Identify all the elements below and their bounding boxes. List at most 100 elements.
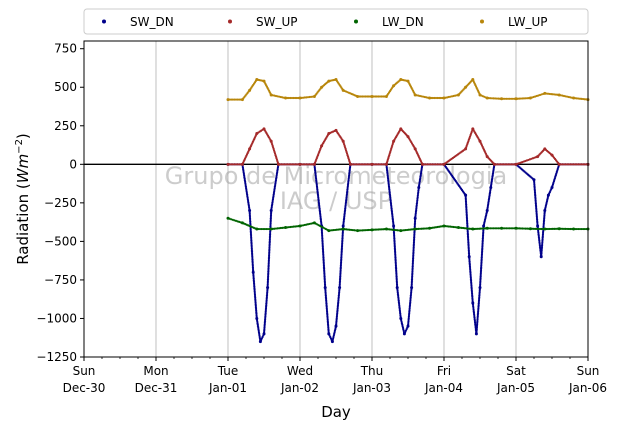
series-trail-dot	[290, 96, 294, 100]
series-trail-dot	[578, 163, 582, 166]
x-tick-label-day: Sat	[506, 364, 526, 378]
series-trail-dot	[497, 97, 500, 100]
series-trail-dot	[575, 227, 578, 231]
series-trail-dot	[238, 163, 241, 166]
x-tick-label-day: Wed	[287, 364, 313, 378]
series-trail-dot	[409, 302, 412, 305]
series-trail-dot	[324, 292, 327, 296]
data-point	[557, 227, 561, 231]
series-trail-dot	[322, 258, 325, 261]
series-trail-dot	[268, 239, 271, 243]
series-trail-dot	[508, 97, 511, 100]
series-trail-dot	[266, 280, 269, 283]
series-trail-dot	[395, 277, 398, 280]
series-trail-dot	[323, 277, 326, 280]
series-trail-dot	[254, 306, 258, 309]
series-trail-dot	[372, 228, 375, 231]
series-trail-dot	[358, 229, 361, 232]
legend-label: SW_DN	[130, 15, 174, 29]
series-trail-dot	[470, 287, 473, 290]
series-trail-dot	[393, 240, 396, 243]
series-trail-dot	[407, 228, 410, 231]
data-point	[500, 97, 504, 101]
series-trail-dot	[352, 163, 355, 166]
legend-marker	[354, 19, 358, 24]
series-trail-dot	[335, 323, 338, 326]
series-trail-dot	[339, 262, 343, 266]
series-trail-dot	[534, 199, 537, 202]
series-trail-dot	[374, 228, 377, 231]
legend-marker	[480, 19, 484, 24]
data-point	[500, 226, 504, 230]
series-lw-dn	[226, 216, 590, 233]
data-point	[370, 162, 374, 166]
series-trail-dot	[466, 222, 469, 225]
series-trail-dot	[341, 242, 344, 245]
series-trail-dot	[410, 283, 413, 286]
y-tick-label: −1250	[36, 350, 77, 364]
series-trail-dot	[254, 299, 257, 303]
y-axis-title-main: Radiation (	[14, 183, 32, 265]
series-trail-dot	[481, 240, 484, 243]
series-trail-dot	[401, 229, 404, 232]
series-trail-dot	[502, 227, 505, 230]
series-trail-dot	[415, 207, 418, 210]
series-trail-dot	[357, 163, 360, 166]
series-trail-dot	[472, 308, 475, 311]
series-trail-dot	[294, 96, 297, 100]
series-trail-dot	[564, 227, 567, 230]
series-trail-dot	[324, 294, 327, 297]
series-trail-dot	[414, 212, 417, 215]
series-trail-dot	[265, 296, 268, 299]
series-trail-dot	[252, 277, 255, 280]
series-trail-dot	[502, 163, 505, 166]
series-trail-dot	[409, 228, 412, 231]
series-trail-dot	[393, 247, 396, 250]
series-trail-dot	[335, 318, 338, 321]
watermark-line-2: IAG / USP	[280, 187, 392, 215]
series-trail-dot	[479, 280, 482, 283]
x-ticks: Sun Dec-30 Mon Dec-31 Tue Jan-01 Wed Jan-02 Thu J…	[63, 357, 607, 395]
series-trail-dot	[308, 163, 311, 166]
series-trail-dot	[564, 163, 567, 166]
series-trail-dot	[477, 300, 480, 304]
series-trail-dot	[254, 301, 257, 304]
series-trail-dot	[248, 212, 251, 215]
series-trail-dot	[464, 200, 468, 203]
series-trail-dot	[367, 228, 370, 232]
series-trail-dot	[538, 237, 541, 241]
series-trail-dot	[436, 96, 439, 100]
series-trail-dot	[582, 227, 585, 231]
series-trail-dot	[392, 231, 396, 234]
series-trail-dot	[466, 233, 470, 236]
series-trail-dot	[290, 225, 294, 228]
series-trail-dot	[305, 96, 308, 99]
series-trail-dot	[377, 163, 380, 166]
series-trail-dot	[361, 163, 364, 166]
series-trail-dot	[422, 227, 425, 230]
series-trail-dot	[526, 97, 529, 100]
series-trail-dot	[540, 249, 543, 252]
series-trail-dot	[444, 225, 447, 228]
series-trail-dot	[250, 250, 254, 253]
series-trail-dot	[407, 315, 410, 318]
series-trail-dot	[302, 96, 305, 99]
data-point	[428, 96, 432, 100]
series-trail-dot	[340, 259, 343, 262]
series-trail-dot	[265, 302, 268, 305]
series-trail-dot	[375, 163, 378, 166]
series-trail-dot	[476, 313, 479, 316]
series-trail-dot	[530, 227, 534, 230]
series-trail-dot	[267, 267, 270, 270]
series-trail-dot	[506, 97, 510, 100]
series-trail-dot	[252, 282, 256, 285]
series-trail-dot	[533, 181, 536, 185]
series-trail-dot	[465, 208, 468, 211]
series-trail-dot	[341, 237, 344, 240]
series-trail-dot	[540, 252, 543, 255]
series-trail-dot	[480, 256, 483, 259]
series-trail-dot	[402, 229, 406, 232]
series-trail-dot	[263, 329, 266, 332]
series-trail-dot	[395, 278, 398, 281]
series-trail-dot	[267, 260, 270, 264]
